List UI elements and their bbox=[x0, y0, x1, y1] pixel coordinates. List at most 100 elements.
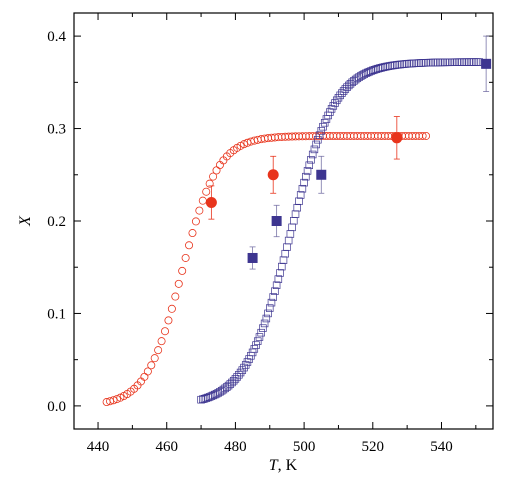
filled-square-point bbox=[481, 58, 492, 69]
open-circle-point bbox=[422, 131, 431, 140]
tick-labels: 440 460 480 500 520 540 0.0 0.1 0.2 0.3 0.4 bbox=[47, 29, 452, 455]
open-square-point bbox=[315, 131, 324, 139]
open-circle-point bbox=[191, 217, 200, 226]
filled-square-point bbox=[247, 252, 258, 263]
y-tick-label: 0.3 bbox=[47, 122, 66, 138]
axis-ticks bbox=[74, 13, 493, 429]
open-square-point bbox=[284, 236, 293, 245]
open-circle-point bbox=[147, 361, 156, 370]
open-square-point bbox=[320, 119, 329, 127]
filled-square-point bbox=[271, 216, 282, 226]
open-square-point bbox=[250, 345, 259, 353]
x-axis-variable: T bbox=[269, 457, 279, 474]
open-circle-point bbox=[164, 316, 173, 325]
open-square-point bbox=[266, 304, 274, 312]
open-square-point bbox=[300, 178, 308, 187]
y-tick-label: 0.2 bbox=[47, 214, 66, 230]
open-square-point bbox=[257, 328, 265, 337]
open-square-point bbox=[260, 319, 269, 328]
open-circle-point bbox=[212, 166, 221, 175]
open-square-point bbox=[269, 293, 277, 301]
open-circle-point bbox=[215, 160, 224, 169]
open-circle-point bbox=[150, 354, 159, 363]
open-square-point bbox=[272, 281, 281, 289]
open-square-point bbox=[253, 337, 262, 345]
open-circle-point bbox=[143, 367, 152, 376]
y-tick-label: 0.4 bbox=[47, 29, 66, 45]
x-axis-title: T, K bbox=[269, 457, 298, 474]
open-square-point bbox=[307, 156, 315, 164]
open-square-point bbox=[298, 184, 307, 193]
open-square-point bbox=[288, 223, 296, 232]
filled-square-point bbox=[316, 169, 327, 180]
y-tick-label: 0.1 bbox=[47, 306, 66, 322]
open-square-point bbox=[296, 191, 305, 199]
x-tick-label: 500 bbox=[293, 439, 316, 455]
open-square-point bbox=[259, 324, 267, 332]
open-square-point bbox=[262, 314, 271, 323]
open-circle-point bbox=[198, 196, 207, 205]
open-square-point bbox=[312, 140, 320, 149]
open-circle-point bbox=[112, 395, 121, 404]
open-circle-point bbox=[209, 172, 218, 181]
open-square-point bbox=[283, 243, 291, 251]
open-square-point bbox=[290, 216, 298, 225]
open-square-point bbox=[305, 161, 314, 169]
open-circle-point bbox=[195, 206, 204, 215]
open-circle-point bbox=[181, 253, 190, 262]
x-axis-unit: , K bbox=[278, 457, 298, 474]
open-square-point bbox=[308, 150, 317, 159]
open-square-point bbox=[281, 249, 289, 258]
open-circle-point bbox=[109, 396, 118, 405]
open-square-point bbox=[295, 197, 303, 206]
open-square-point bbox=[310, 145, 319, 154]
y-axis-title: X bbox=[17, 215, 34, 227]
open-circle-point bbox=[178, 266, 187, 275]
filled-circle-point bbox=[391, 132, 403, 144]
open-circle-curve bbox=[102, 131, 431, 407]
open-square-point bbox=[314, 135, 322, 144]
open-circle-point bbox=[140, 372, 149, 381]
open-square-point bbox=[279, 256, 288, 264]
open-square-point bbox=[302, 172, 310, 181]
open-square-point bbox=[264, 309, 272, 318]
open-circle-point bbox=[157, 337, 166, 346]
experimental-points bbox=[205, 35, 492, 270]
open-circle-point bbox=[171, 292, 180, 301]
open-square-point bbox=[303, 167, 312, 175]
filled-circle-point bbox=[267, 169, 279, 181]
open-circle-point bbox=[202, 187, 211, 196]
filled-circle-point bbox=[205, 197, 217, 209]
plot-frame bbox=[73, 12, 494, 430]
open-square-point bbox=[291, 210, 300, 218]
open-circle-point bbox=[185, 241, 194, 250]
open-square-point bbox=[319, 122, 327, 131]
open-square-curve bbox=[197, 58, 484, 404]
x-tick-label: 460 bbox=[155, 439, 178, 455]
open-circle-point bbox=[418, 131, 427, 140]
curve-series bbox=[102, 58, 484, 407]
open-square-point bbox=[278, 262, 286, 271]
open-square-point bbox=[255, 333, 264, 341]
open-circle-point bbox=[167, 304, 176, 313]
x-tick-label: 440 bbox=[87, 439, 110, 455]
open-circle-point bbox=[240, 140, 249, 149]
open-square-point bbox=[274, 275, 283, 283]
open-circle-point bbox=[154, 346, 163, 355]
open-circle-point bbox=[188, 229, 197, 238]
x-tick-label: 540 bbox=[430, 439, 453, 455]
open-square-point bbox=[276, 269, 284, 277]
open-circle-point bbox=[174, 279, 183, 288]
y-tick-label: 0.0 bbox=[47, 399, 66, 415]
open-square-point bbox=[252, 341, 260, 349]
open-square-point bbox=[317, 127, 326, 135]
open-square-point bbox=[271, 287, 279, 295]
x-tick-label: 520 bbox=[362, 439, 385, 455]
open-square-point bbox=[293, 203, 301, 212]
open-square-point bbox=[267, 298, 276, 307]
x-tick-label: 480 bbox=[224, 439, 247, 455]
open-circle-point bbox=[161, 327, 170, 336]
open-circle-point bbox=[205, 179, 214, 188]
open-square-point bbox=[286, 230, 295, 238]
